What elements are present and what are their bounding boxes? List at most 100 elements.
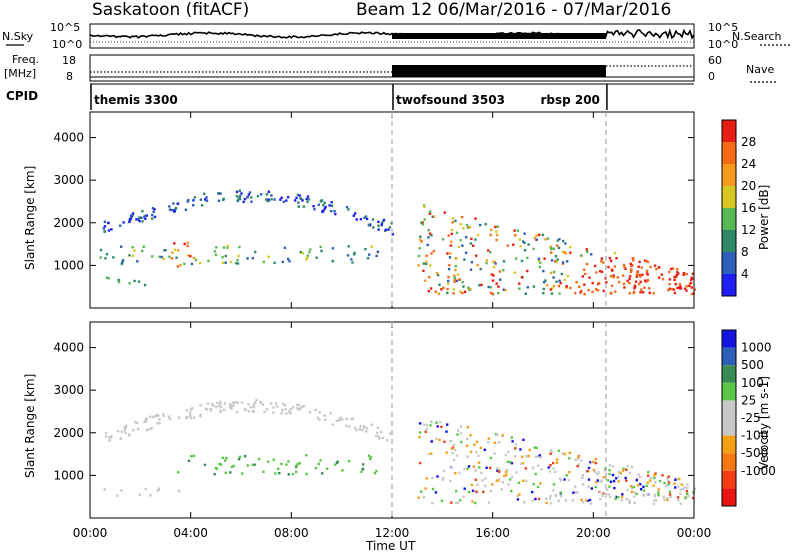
scatter-cell: [489, 233, 492, 237]
scatter-cell: [636, 477, 639, 480]
scatter-cell: [640, 266, 643, 269]
scatter-cell: [351, 261, 354, 264]
scatter-cell: [171, 251, 174, 254]
scatter-cell: [685, 289, 688, 292]
scatter-cell: [426, 243, 429, 247]
scatter-cell: [135, 421, 139, 425]
scatter-cell: [549, 245, 552, 248]
scatter-cell: [369, 223, 372, 226]
scatter-cell: [622, 467, 625, 470]
scatter-cell: [504, 453, 507, 457]
scatter-cell: [341, 418, 344, 421]
scatter-cell: [657, 266, 661, 269]
scatter-cell: [513, 271, 517, 274]
scatter-cell: [333, 210, 336, 213]
scatter-cell: [550, 251, 553, 254]
scatter-cell: [542, 269, 545, 273]
scatter-cell: [588, 498, 592, 502]
colorbar-tick-label: 500: [741, 358, 764, 372]
scatter-cell: [440, 288, 443, 291]
scatter-cell: [519, 448, 522, 451]
scatter-cell: [594, 288, 598, 291]
scatter-cell: [298, 194, 301, 197]
scatter-cell: [144, 217, 147, 220]
scatter-cell: [133, 249, 136, 252]
scatter-cell: [581, 476, 584, 479]
scatter-cell: [489, 466, 492, 470]
scatter-cell: [230, 407, 233, 410]
scatter-cell: [281, 260, 284, 264]
scatter-cell: [186, 244, 189, 248]
scatter-cell: [454, 268, 457, 272]
scatter-cell: [320, 249, 323, 253]
scatter-cell: [333, 463, 337, 466]
scatter-cell: [599, 497, 602, 501]
beam-date-title: Beam 12 06/Mar/2016 - 07/Mar/2016: [356, 0, 671, 20]
scatter-cell: [633, 287, 636, 290]
scatter-cell: [238, 197, 242, 201]
scatter-cell: [567, 478, 570, 482]
scatter-cell: [611, 473, 615, 477]
scatter-cell: [253, 463, 256, 466]
scatter-cell: [653, 493, 656, 497]
scatter-cell: [173, 242, 176, 245]
scatter-cell: [551, 287, 554, 290]
scatter-cell: [527, 454, 530, 458]
scatter-cell: [427, 236, 430, 239]
scatter-cell: [156, 422, 159, 425]
scatter-cell: [678, 477, 681, 481]
scatter-cell: [429, 424, 432, 427]
scatter-cell: [561, 262, 565, 265]
scatter-cell: [287, 473, 290, 476]
x-tick-label: 16:00: [475, 526, 510, 540]
scatter-cell: [288, 260, 291, 263]
colorbar-swatch: [722, 142, 736, 164]
scatter-cell: [425, 254, 428, 257]
scatter-cell: [474, 238, 477, 241]
scatter-cell: [658, 480, 662, 483]
scatter-cell: [306, 254, 309, 257]
scatter-cell: [218, 462, 221, 466]
scatter-cell: [518, 287, 521, 290]
scatter-cell: [438, 438, 441, 441]
scatter-cell: [518, 238, 521, 241]
scatter-cell: [646, 481, 650, 484]
scatter-cell: [539, 482, 542, 485]
scatter-cell: [438, 283, 441, 286]
scatter-cell: [258, 457, 261, 461]
scatter-cell: [365, 217, 369, 221]
scatter-cell: [482, 490, 485, 493]
scatter-cell: [376, 426, 379, 429]
x-tick-label: 04:00: [173, 526, 208, 540]
scatter-cell: [222, 246, 226, 249]
scatter-cell: [128, 254, 131, 257]
scatter-cell: [387, 228, 390, 231]
scatter-cell: [226, 246, 229, 249]
scatter-cell: [265, 198, 268, 201]
scatter-cell: [203, 463, 207, 467]
scatter-cell: [654, 472, 657, 475]
scatter-cell: [267, 460, 270, 463]
scatter-cell: [568, 457, 571, 460]
scatter-cell: [498, 270, 502, 273]
scatter-cell: [474, 217, 477, 220]
scatter-cell: [317, 462, 320, 466]
colorbar-tick-label: -100: [741, 429, 768, 443]
scatter-cell: [496, 225, 499, 228]
colorbar-swatch: [722, 365, 736, 383]
scatter-cell: [457, 429, 460, 432]
scatter-cell: [628, 277, 631, 281]
station-title: Saskatoon (fitACF): [92, 0, 249, 20]
scatter-cell: [432, 250, 435, 253]
scatter-cell: [440, 425, 443, 429]
scatter-cell: [422, 269, 425, 273]
scatter-cell: [459, 290, 462, 293]
scatter-cell: [294, 465, 298, 469]
scatter-cell: [296, 407, 299, 410]
scatter-cell: [149, 494, 152, 497]
scatter-cell: [299, 197, 302, 200]
scatter-cell: [252, 410, 255, 413]
scatter-cell: [666, 498, 669, 502]
scatter-cell: [103, 488, 106, 491]
scatter-cell: [105, 435, 108, 438]
